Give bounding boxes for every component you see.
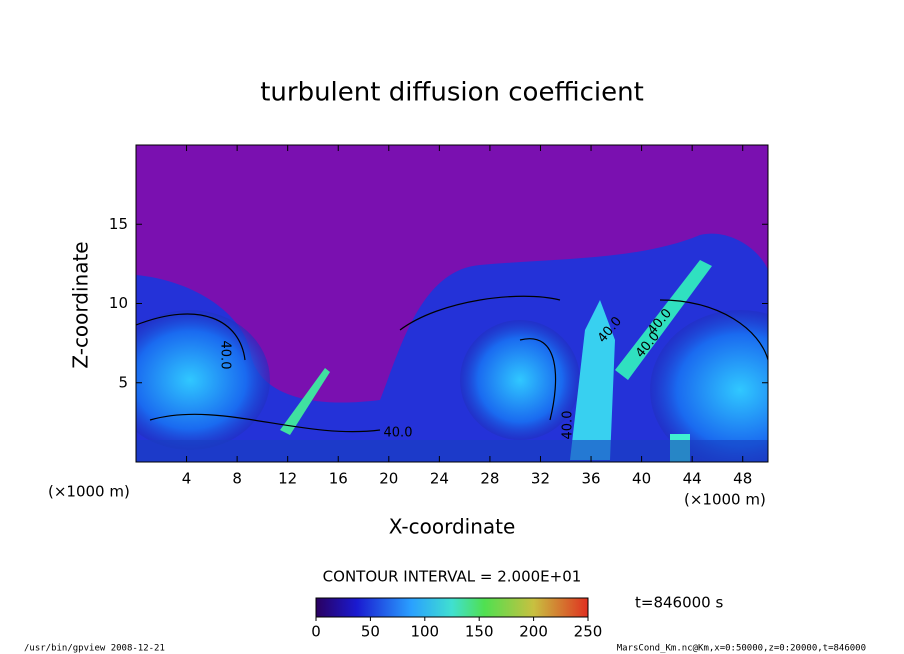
chart-title: turbulent diffusion coefficient	[260, 78, 644, 108]
x-tick-label: 24	[430, 470, 449, 488]
field-region	[650, 310, 768, 462]
x-unit-label: (×1000 m)	[684, 491, 766, 509]
x-tick-label: 20	[379, 470, 398, 488]
contour-label: 40.0	[561, 411, 576, 440]
x-tick-label: 44	[683, 470, 702, 488]
y-tick-label: 10	[109, 294, 128, 312]
x-tick-label: 4	[182, 470, 192, 488]
field-region	[570, 300, 615, 460]
y-tick-label: 15	[109, 215, 128, 233]
colorbar-tick-label: 150	[465, 623, 494, 641]
contour-line	[136, 295, 768, 433]
x-tick-label: 28	[480, 470, 499, 488]
time-label: t=846000 s	[635, 594, 723, 612]
contour-label: 40.0	[218, 341, 233, 370]
footer: MarsCond_Km.nc@Km,x=0:50000,z=0:20000,t=…	[617, 644, 866, 654]
colorbar-tick-label: 50	[361, 623, 380, 641]
contour-interval: CONTOUR INTERVAL = 2.000E+01	[323, 568, 582, 586]
x-tick-label: 32	[531, 470, 550, 488]
x-axis-label: X-coordinate	[389, 515, 516, 539]
x-tick-label: 12	[278, 470, 297, 488]
y-axis-label: Z-coordinate	[69, 241, 93, 368]
y-tick-label: 5	[118, 373, 128, 391]
colorbar-tick-label: 250	[574, 623, 603, 641]
field-region	[136, 310, 270, 450]
contour-label: 40.0	[384, 426, 413, 441]
x-tick-label: 36	[581, 470, 600, 488]
x-tick-label: 48	[733, 470, 752, 488]
field-region	[280, 368, 330, 435]
x-tick-label: 8	[232, 470, 242, 488]
x-tick-label: 40	[632, 470, 651, 488]
x-unit-label: (×1000 m)	[48, 483, 130, 501]
colorbar-tick-label: 0	[311, 623, 321, 641]
field	[136, 145, 768, 462]
colorbar-tick-label: 200	[519, 623, 548, 641]
field-region	[615, 260, 712, 380]
colorbar	[315, 597, 589, 618]
footer: /usr/bin/gpview 2008-12-21	[24, 644, 165, 654]
field-region	[136, 440, 768, 462]
x-tick-label: 16	[329, 470, 348, 488]
colorbar-tick-label: 100	[410, 623, 439, 641]
